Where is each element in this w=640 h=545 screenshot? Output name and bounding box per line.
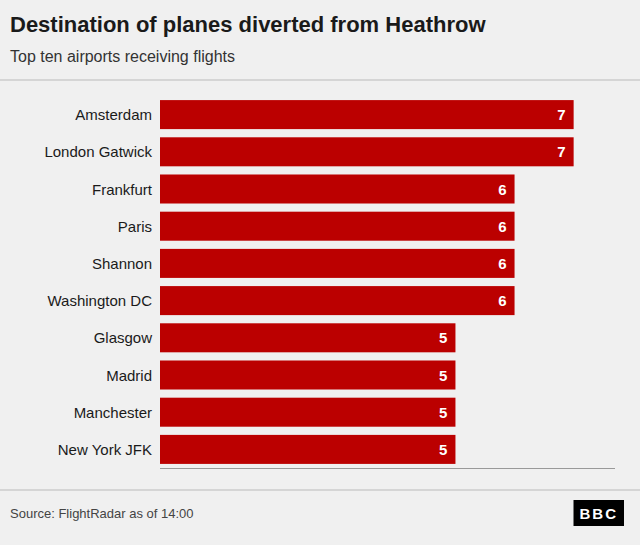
background bbox=[0, 0, 640, 545]
x-axis-line bbox=[160, 468, 615, 469]
bar bbox=[160, 286, 515, 315]
bar bbox=[160, 137, 574, 166]
bar bbox=[160, 100, 574, 129]
category-label: Manchester bbox=[74, 404, 152, 421]
logo-text: BBC bbox=[580, 505, 619, 522]
bars bbox=[160, 100, 574, 464]
data-label: 6 bbox=[498, 218, 506, 235]
category-label: New York JFK bbox=[58, 441, 152, 458]
source: Source: FlightRadar as of 14:00 bbox=[10, 506, 194, 521]
data-label: 5 bbox=[439, 367, 447, 384]
bar bbox=[160, 435, 455, 464]
category-label: Shannon bbox=[92, 255, 152, 272]
data-label: 7 bbox=[557, 106, 565, 123]
logo-box bbox=[574, 500, 625, 526]
category-label: London Gatwick bbox=[44, 143, 152, 160]
header-rule bbox=[0, 79, 640, 81]
chart-svg: Destination of planes diverted from Heat… bbox=[0, 0, 640, 545]
data-label: 5 bbox=[439, 404, 447, 421]
data-label: 5 bbox=[439, 441, 447, 458]
category-label: Paris bbox=[118, 218, 152, 235]
chart-container: Destination of planes diverted from Heat… bbox=[0, 0, 640, 545]
bar bbox=[160, 249, 515, 278]
data-label: 6 bbox=[498, 292, 506, 309]
labels: Amsterdam 7 London Gatwick 7 Frankfurt 6 Paris… bbox=[44, 106, 565, 458]
footer-rule bbox=[0, 489, 640, 491]
subtitle: Top ten airports receiving flights bbox=[10, 48, 235, 65]
category-label: Glasgow bbox=[94, 329, 153, 346]
category-label: Amsterdam bbox=[75, 106, 152, 123]
category-label: Washington DC bbox=[48, 292, 153, 309]
title: Destination of planes diverted from Heat… bbox=[10, 12, 486, 37]
bar bbox=[160, 398, 455, 427]
bar bbox=[160, 212, 515, 241]
logo: BBC bbox=[574, 500, 625, 526]
data-label: 6 bbox=[498, 255, 506, 272]
category-label: Frankfurt bbox=[92, 181, 153, 198]
bar bbox=[160, 360, 455, 389]
data-label: 5 bbox=[439, 329, 447, 346]
category-label: Madrid bbox=[106, 367, 152, 384]
data-label: 7 bbox=[557, 143, 565, 160]
bar bbox=[160, 174, 515, 203]
bar bbox=[160, 323, 455, 352]
data-label: 6 bbox=[498, 181, 506, 198]
